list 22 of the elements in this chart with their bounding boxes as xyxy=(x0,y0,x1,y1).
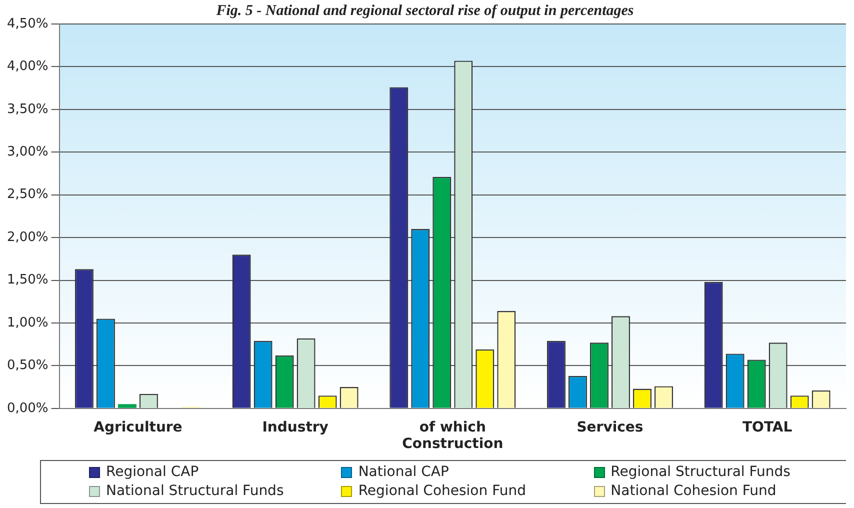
legend-label: National CAP xyxy=(358,463,449,482)
y-tick-label: 0,00% xyxy=(6,400,48,416)
x-tick-label: TOTAL xyxy=(742,419,792,436)
y-tick-label: 4,50% xyxy=(6,16,48,32)
x-tick-label: Industry xyxy=(262,419,328,436)
y-tick-label: 2,50% xyxy=(6,187,48,202)
y-tick-label: 3,00% xyxy=(6,144,48,160)
chart-title: Fig. 5 - National and regional sectoral rise of output in percentages xyxy=(215,2,634,19)
x-tick-label: of which Construction xyxy=(402,419,504,452)
y-tick-label: 4,00% xyxy=(6,59,48,74)
legend-label: National Structural Funds xyxy=(106,482,284,501)
legend-label: Regional Structural Funds xyxy=(610,463,790,482)
x-tick-label: Agriculture xyxy=(94,419,182,436)
y-tick-label: 3,50% xyxy=(6,102,48,117)
legend-label: Regional CAP xyxy=(106,463,199,482)
legend-label: National Cohesion Fund xyxy=(610,482,776,501)
y-tick-label: 1,00% xyxy=(6,315,48,330)
x-tick-label: Services xyxy=(576,419,644,436)
y-tick-label: 2,00% xyxy=(6,230,48,245)
y-tick-label: 0,50% xyxy=(6,358,48,374)
y-tick-label: 1,50% xyxy=(6,272,48,288)
legend-label: Regional Cohesion Fund xyxy=(358,482,526,501)
